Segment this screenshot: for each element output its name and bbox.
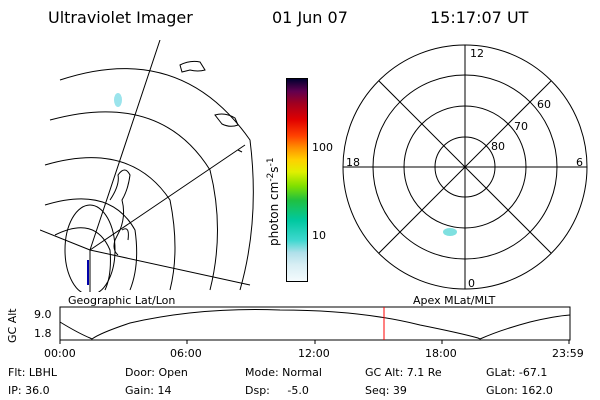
coastline [237, 149, 243, 153]
info-mode: Mode: Normal [245, 366, 322, 379]
info-glon: GLon: 162.0 [486, 384, 553, 397]
aurora-spot [114, 93, 122, 107]
coastline [214, 113, 239, 127]
lat-label-60: 60 [537, 98, 551, 111]
coastline [179, 60, 206, 73]
mlt-label-18: 18 [346, 156, 360, 169]
colorbar-gradient [287, 79, 307, 281]
info-filter: Flt: LBHL [8, 366, 57, 379]
altitude-xtick-label: 18:00 [425, 347, 457, 360]
altitude-xtick-label: 23:59 [552, 347, 584, 360]
info-seq: Seq: 39 [365, 384, 407, 397]
info-gain: Gain: 14 [125, 384, 172, 397]
altitude-ytick-min: 1.8 [34, 327, 52, 340]
polar-diag-2 [378, 80, 552, 254]
altitude-frame [59, 306, 571, 341]
coastline [121, 228, 129, 241]
colorbar-tick-100: 100 [312, 141, 333, 154]
meridian [89, 249, 251, 286]
altitude-ytick-max: 9.0 [34, 308, 52, 321]
lat-circle [44, 198, 138, 291]
lat-label-80: 80 [491, 140, 505, 153]
time-label: 15:17:07 UT [430, 8, 529, 27]
altitude-curve [59, 309, 571, 340]
altitude-xtick-label: 06:00 [170, 347, 202, 360]
lat-circle [44, 157, 176, 291]
altitude-xtick-label: 00:00 [44, 347, 76, 360]
info-ip: IP: 36.0 [8, 384, 50, 397]
lat-label-70: 70 [514, 120, 528, 133]
info-gc-alt: GC Alt: 7.1 Re [365, 366, 442, 379]
lat-circle [59, 68, 254, 291]
geo-panel-label: Geographic Lat/Lon [68, 294, 176, 307]
lat-circle [49, 111, 218, 291]
date-label: 01 Jun 07 [272, 8, 348, 27]
meridian [89, 40, 161, 251]
mlt-label-6: 6 [576, 156, 583, 169]
colorbar-tick-10: 10 [312, 229, 326, 242]
meridian [40, 229, 91, 251]
altitude-xtick-label: 12:00 [298, 347, 330, 360]
polar-panel-label: Apex MLat/MLT [413, 294, 496, 307]
meridian [89, 144, 246, 251]
aurora-spot [443, 228, 457, 236]
instrument-title: Ultraviolet Imager [48, 8, 193, 27]
colorbar [286, 78, 308, 282]
info-dsp: Dsp: -5.0 [245, 384, 309, 397]
info-door: Door: Open [125, 366, 188, 379]
mlt-label-0: 0 [468, 277, 475, 290]
mlt-label-12: 12 [470, 47, 484, 60]
coastline [109, 169, 131, 256]
info-glat: GLat: -67.1 [486, 366, 548, 379]
